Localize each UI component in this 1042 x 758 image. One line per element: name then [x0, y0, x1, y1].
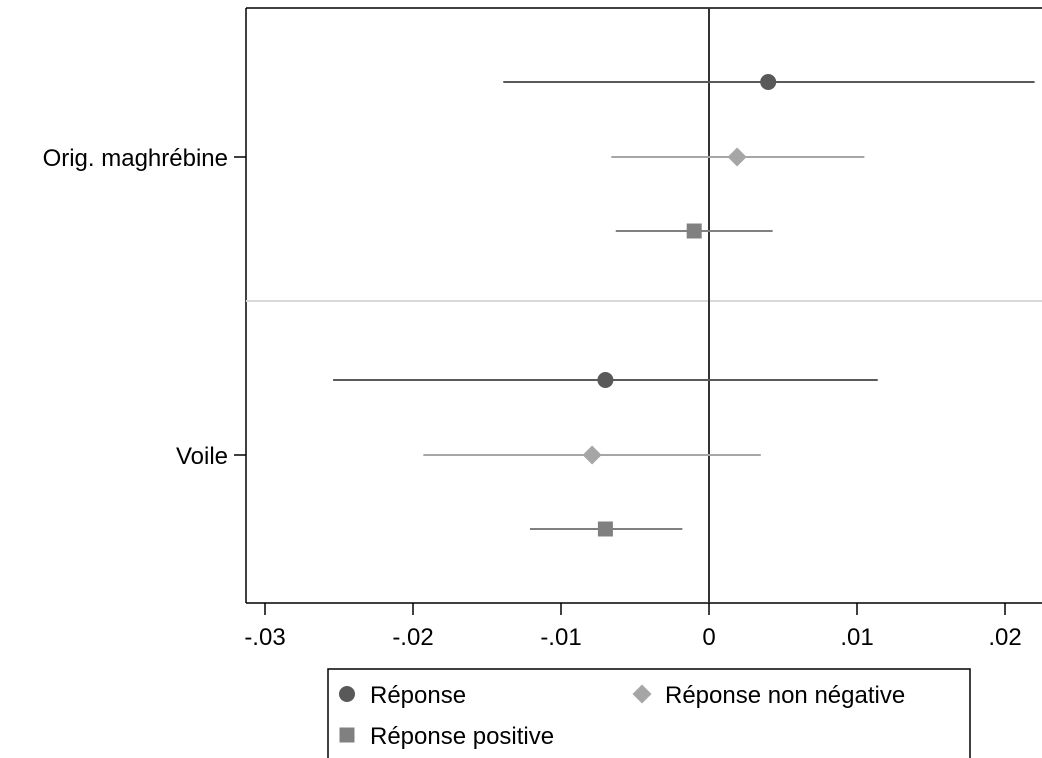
x-tick-label: -.01	[540, 624, 581, 651]
x-tick-label: -.03	[244, 624, 285, 651]
point-estimate	[582, 445, 602, 465]
point-estimate	[686, 223, 702, 239]
legend-label: Réponse positive	[370, 723, 554, 750]
legend-marker	[339, 686, 355, 702]
legend-marker	[339, 727, 355, 743]
point-estimate	[760, 74, 777, 90]
legend-label: Réponse non négative	[665, 682, 905, 709]
x-tick-label: 0	[702, 624, 715, 651]
plot-area: -.03 -.02 -.01 0 .01 .02 Orig. maghrébine Voile	[43, 7, 1042, 651]
point-estimate	[597, 372, 614, 388]
legend-box	[327, 668, 971, 758]
x-tick-label: .02	[988, 624, 1021, 651]
point-estimate	[727, 147, 747, 167]
x-tick-label: .01	[840, 624, 873, 651]
y-category-label: Voile	[176, 443, 228, 470]
y-category-label: Orig. maghrébine	[43, 145, 228, 172]
x-tick-label: -.02	[392, 624, 433, 651]
point-estimate	[597, 521, 613, 537]
legend-marker	[632, 684, 652, 704]
legend: Réponse Réponse non négative Réponse posit…	[327, 668, 971, 758]
legend-label: Réponse	[370, 682, 466, 709]
